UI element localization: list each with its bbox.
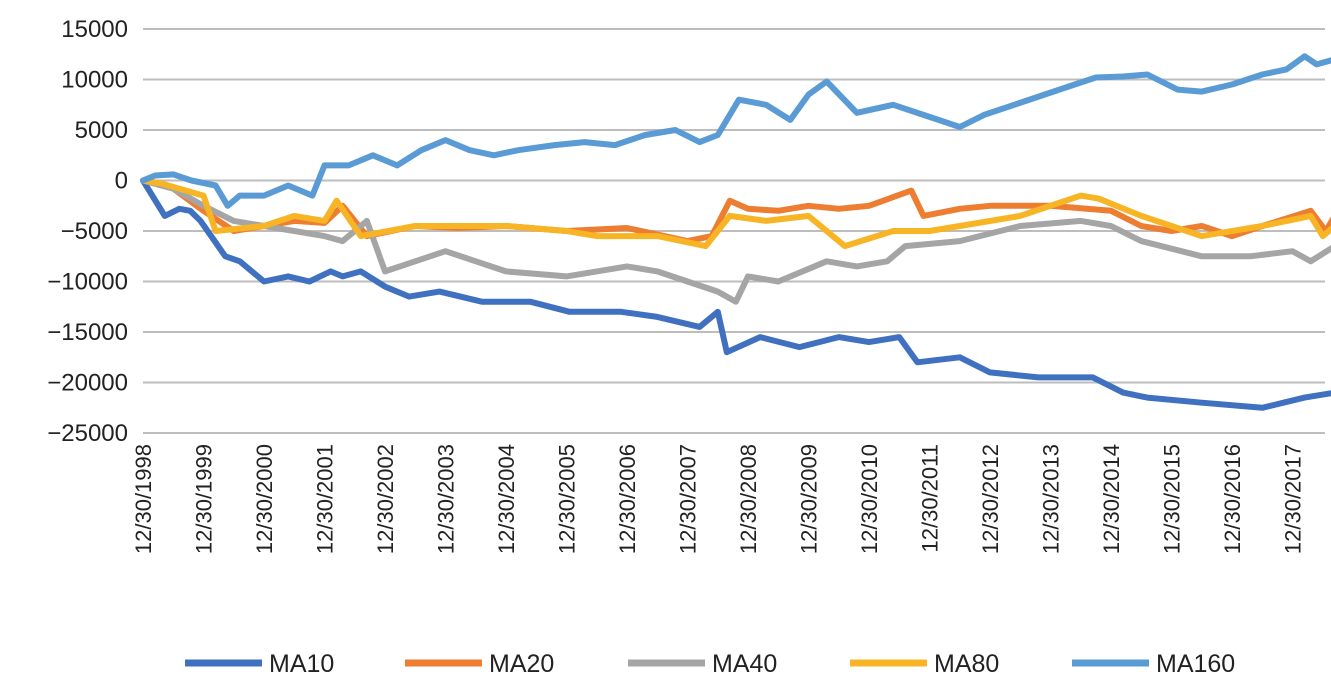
- x-axis-ticks: 12/30/1998 12/30/1999 12/30/2000 12/30/2001…: [131, 444, 1306, 554]
- legend-item-ma20: MA20: [405, 650, 554, 678]
- x-tick-label: 12/30/2008: [736, 444, 761, 554]
- y-tick-label: −10000: [47, 269, 128, 296]
- series-line-ma20: [140, 177, 1331, 245]
- y-axis-ticks: 15000 10000 5000 0 −5000 −10000 −15000 −20000 −2…: [47, 16, 128, 447]
- x-tick-label: 12/30/2000: [252, 444, 277, 554]
- y-tick-label: 0: [115, 168, 128, 195]
- x-tick-label: 12/30/2006: [615, 444, 640, 554]
- x-tick-label: 12/30/2009: [797, 444, 822, 554]
- x-tick-label: 12/30/2007: [676, 444, 701, 554]
- y-tick-label: 10000: [61, 67, 128, 94]
- y-tick-label: −5000: [61, 218, 128, 245]
- x-tick-label: 12/30/2003: [434, 444, 459, 554]
- x-tick-label: 12/30/2011: [918, 444, 943, 552]
- legend-label: MA10: [269, 650, 334, 678]
- x-tick-label: 12/30/1999: [192, 444, 217, 554]
- x-tick-label: 12/30/2015: [1160, 444, 1185, 554]
- y-tick-label: 5000: [75, 117, 128, 144]
- y-tick-label: 15000: [61, 16, 128, 43]
- legend-label: MA20: [489, 650, 554, 678]
- x-tick-label: 12/30/2013: [1039, 444, 1064, 554]
- x-tick-label: 12/30/2014: [1099, 444, 1124, 554]
- legend-item-ma10: MA10: [185, 650, 334, 678]
- legend: MA10 MA20 MA40 MA80 MA160: [185, 650, 1235, 678]
- x-tick-label: 12/30/2005: [555, 444, 580, 554]
- legend-label: MA40: [712, 650, 777, 678]
- x-tick-label: 12/30/1998: [131, 444, 156, 554]
- series-line-ma40: [140, 177, 1331, 305]
- x-tick-label: 12/30/2004: [494, 444, 519, 554]
- legend-item-ma40: MA40: [628, 650, 777, 678]
- x-tick-label: 12/30/2017: [1281, 444, 1306, 554]
- legend-item-ma80: MA80: [850, 650, 999, 678]
- series-line-ma80: [140, 177, 1331, 250]
- series-line-ma10: [140, 177, 1331, 411]
- legend-item-ma160: MA160: [1072, 650, 1235, 678]
- legend-label: MA160: [1156, 650, 1235, 678]
- series-lines: [140, 53, 1331, 411]
- x-tick-label: 12/30/2010: [857, 444, 882, 554]
- y-tick-label: −20000: [47, 370, 128, 397]
- x-tick-label: 12/30/2001: [313, 444, 338, 554]
- y-tick-label: −15000: [47, 319, 128, 346]
- x-tick-label: 12/30/2002: [373, 444, 398, 554]
- legend-label: MA80: [934, 650, 999, 678]
- x-tick-label: 12/30/2016: [1220, 444, 1245, 554]
- series-line-ma160: [140, 53, 1331, 209]
- x-tick-label: 12/30/2012: [978, 444, 1003, 554]
- y-tick-label: −25000: [47, 420, 128, 447]
- gridlines: [143, 28, 1325, 434]
